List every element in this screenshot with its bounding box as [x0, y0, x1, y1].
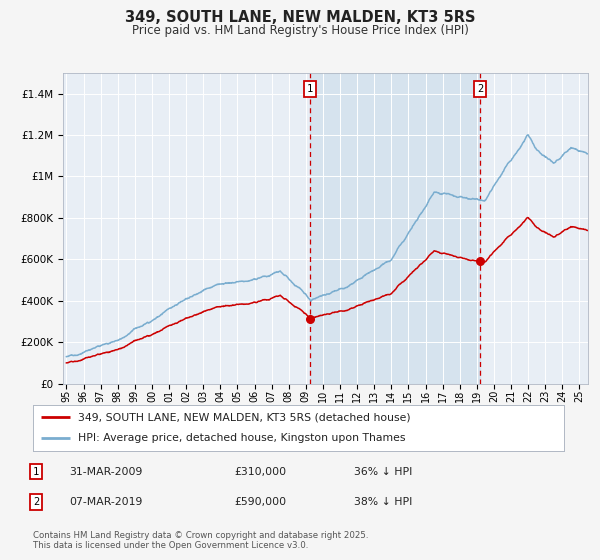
Text: 31-MAR-2009: 31-MAR-2009	[69, 466, 142, 477]
Text: 07-MAR-2019: 07-MAR-2019	[69, 497, 142, 507]
Text: 2: 2	[477, 83, 483, 94]
Text: 38% ↓ HPI: 38% ↓ HPI	[354, 497, 412, 507]
Text: 349, SOUTH LANE, NEW MALDEN, KT3 5RS: 349, SOUTH LANE, NEW MALDEN, KT3 5RS	[125, 10, 475, 25]
Text: Contains HM Land Registry data © Crown copyright and database right 2025.
This d: Contains HM Land Registry data © Crown c…	[33, 531, 368, 550]
Text: HPI: Average price, detached house, Kingston upon Thames: HPI: Average price, detached house, King…	[78, 433, 406, 444]
Text: 349, SOUTH LANE, NEW MALDEN, KT3 5RS (detached house): 349, SOUTH LANE, NEW MALDEN, KT3 5RS (de…	[78, 412, 411, 422]
Text: 2: 2	[33, 497, 39, 507]
Text: £590,000: £590,000	[234, 497, 286, 507]
Text: £310,000: £310,000	[234, 466, 286, 477]
Text: Price paid vs. HM Land Registry's House Price Index (HPI): Price paid vs. HM Land Registry's House …	[131, 24, 469, 36]
Text: 36% ↓ HPI: 36% ↓ HPI	[354, 466, 412, 477]
Text: 1: 1	[307, 83, 313, 94]
Bar	[310, 73, 480, 384]
Text: 1: 1	[33, 466, 39, 477]
